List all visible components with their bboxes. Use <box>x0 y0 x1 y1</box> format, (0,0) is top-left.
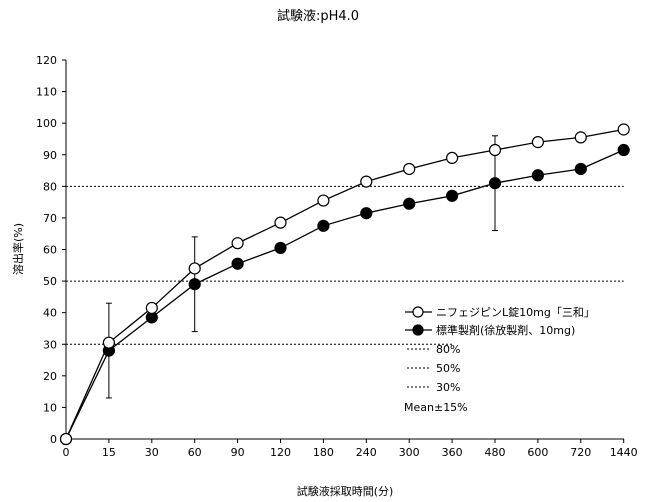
legend-swatch-marker-1 <box>412 324 424 336</box>
series-line-0 <box>65 128 624 440</box>
data-point-series-0-90 <box>231 237 244 250</box>
series-line-1 <box>65 149 624 440</box>
legend: ニフェジピンL錠10mg「三和」 標準製剤(徐放製剤、10mg) 80% 50%… <box>404 305 595 414</box>
legend-label-ref-80: 80% <box>436 343 460 356</box>
series-layer <box>59 123 630 446</box>
data-point-series-1-360 <box>446 189 459 202</box>
data-point-series-0-0 <box>59 432 73 446</box>
data-point-series-0-15 <box>102 336 116 349</box>
x-tick-label: 180 <box>313 446 334 459</box>
y-tick-label: 100 <box>36 117 57 130</box>
y-tick-label: 40 <box>43 307 57 320</box>
data-point-series-1-90 <box>231 257 244 270</box>
x-tick-label: 0 <box>63 446 70 459</box>
data-point-series-1-60 <box>188 278 201 291</box>
x-tick-label: 1440 <box>610 446 638 459</box>
x-tick-label: 15 <box>102 446 116 459</box>
data-point-series-0-60 <box>188 262 201 275</box>
x-tick-label: 600 <box>527 446 548 459</box>
legend-label-series-0: ニフェジピンL錠10mg「三和」 <box>436 305 595 319</box>
data-point-series-0-120 <box>274 216 287 229</box>
x-tick-label: 60 <box>188 446 202 459</box>
y-tick-label: 30 <box>43 338 57 351</box>
data-point-series-1-1440 <box>617 143 630 157</box>
data-point-series-0-360 <box>446 151 459 165</box>
legend-label-ref-50: 50% <box>436 362 460 375</box>
y-tick-label: 20 <box>43 370 57 383</box>
error-bars <box>105 135 498 399</box>
x-tick-label: 300 <box>399 446 420 459</box>
y-axis-label: 溶出率(%) <box>11 223 25 275</box>
y-ticks: 0 10 20 30 40 50 60 70 80 90 100 110 120 <box>36 54 66 446</box>
data-point-series-0-1440 <box>617 123 630 136</box>
y-tick-label: 50 <box>43 275 57 288</box>
y-tick-label: 0 <box>50 433 57 446</box>
y-tick-label: 110 <box>36 86 57 99</box>
x-tick-label: 30 <box>145 446 159 459</box>
data-point-series-1-120 <box>274 241 287 255</box>
data-point-series-0-720 <box>574 131 587 144</box>
data-point-series-1-240 <box>360 207 373 220</box>
data-point-series-0-480 <box>488 143 502 157</box>
data-point-series-0-240 <box>360 175 373 188</box>
y-tick-label: 120 <box>36 54 57 67</box>
y-tick-label: 90 <box>43 149 57 162</box>
data-point-series-0-180 <box>317 194 330 207</box>
legend-swatch-marker-0 <box>412 306 424 318</box>
data-point-series-0-600 <box>531 136 545 149</box>
data-point-series-1-180 <box>317 219 330 232</box>
axes <box>65 60 624 440</box>
x-axis-label: 試験液採取時間(分) <box>297 484 394 498</box>
y-tick-label: 80 <box>43 180 57 193</box>
x-tick-label: 360 <box>442 446 463 459</box>
data-point-series-0-30 <box>145 301 158 315</box>
x-tick-label: 120 <box>270 446 291 459</box>
x-ticks: 0 15 30 60 90 120 180 240 300 360 480 600 720 1440 <box>63 439 638 459</box>
y-tick-label: 70 <box>43 212 57 225</box>
x-tick-label: 480 <box>485 446 506 459</box>
x-tick-label: 720 <box>570 446 591 459</box>
data-point-series-1-480 <box>488 177 502 190</box>
legend-note: Mean±15% <box>404 401 468 414</box>
legend-label-ref-30: 30% <box>436 381 460 394</box>
data-point-series-1-300 <box>403 197 416 210</box>
reference-lines <box>66 185 624 345</box>
y-tick-label: 60 <box>43 244 57 257</box>
x-tick-label: 240 <box>356 446 377 459</box>
legend-label-series-1: 標準製剤(徐放製剤、10mg) <box>436 323 575 337</box>
chart-title: 試験液:pH4.0 <box>277 8 359 24</box>
y-tick-label: 10 <box>43 401 57 414</box>
x-tick-label: 90 <box>231 446 245 459</box>
data-point-series-1-720 <box>574 162 587 176</box>
data-point-series-1-600 <box>531 169 545 182</box>
data-point-series-0-300 <box>403 162 416 176</box>
